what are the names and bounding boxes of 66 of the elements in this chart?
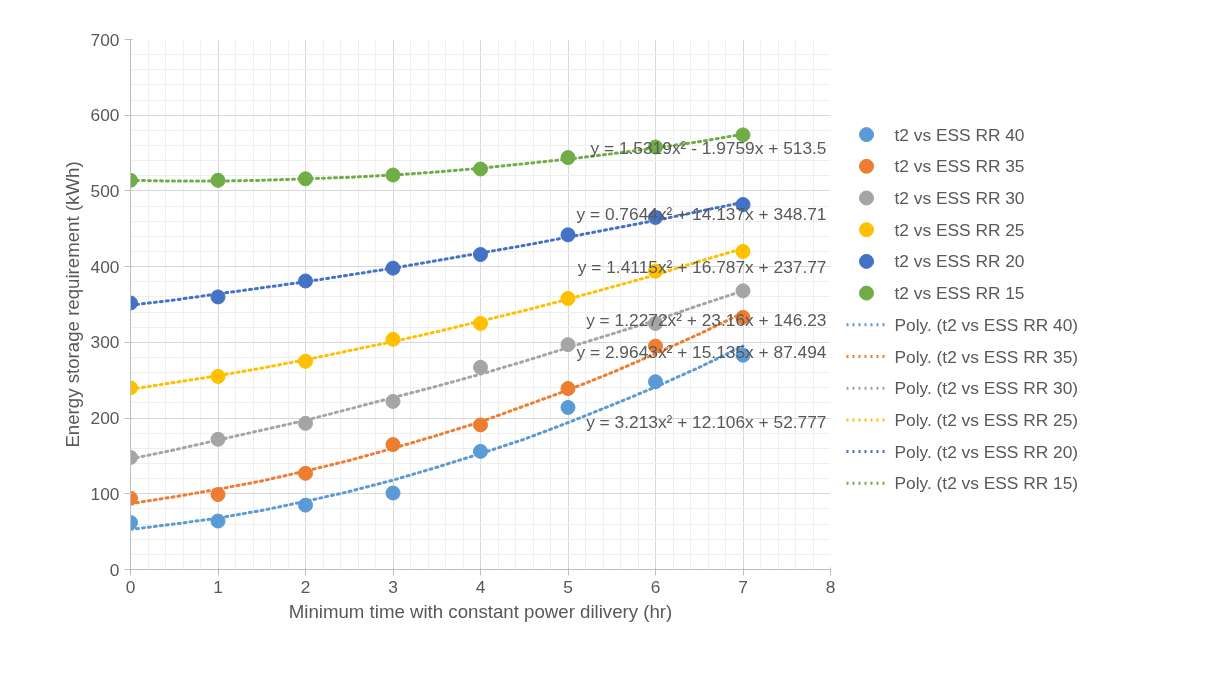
legend-label: t2 vs ESS RR 20 [894,251,1025,272]
point [210,289,226,305]
y-tick-label: 600 [90,105,120,126]
legend-label: Poly. (t2 vs ESS RR 25) [894,409,1079,430]
y-tick-label: 500 [90,180,120,201]
point [298,497,313,513]
y-axis-title: Energy storage requirement (kWh) [61,161,83,448]
legend-label: Poly. (t2 vs ESS RR 20) [894,441,1079,462]
x-tick-label: 3 [388,576,398,597]
x-tick-label: 2 [300,576,311,597]
x-tick-label: 4 [475,576,486,597]
point [735,244,751,259]
point [385,393,401,409]
point [385,331,401,347]
legend-label: Poly. (t2 vs ESS RR 15) [894,473,1079,494]
point [210,487,226,503]
x-tick-label: 6 [650,576,661,597]
point [560,290,576,306]
y-tick-label: 200 [90,408,120,429]
point [735,283,751,299]
point [210,431,226,447]
point [473,417,488,433]
point [385,167,401,183]
legend-label: Poly. (t2 vs ESS RR 30) [894,378,1079,399]
legend-label: Poly. (t2 vs ESS RR 35) [894,346,1079,367]
x-tick-label: 1 [213,576,223,597]
y-tick-label: 400 [90,256,120,277]
legend-label: t2 vs ESS RR 30 [894,188,1025,209]
legend-label: t2 vs ESS RR 35 [894,156,1025,177]
point [210,368,226,384]
point [298,353,313,369]
point [210,172,226,188]
legend-label: Poly. (t2 vs ESS RR 40) [894,314,1079,335]
y-tick-label: 700 [90,29,120,50]
point [735,127,751,143]
y-tick-label: 100 [90,483,120,504]
legend-label: t2 vs ESS RR 15 [894,283,1025,304]
x-tick-label: 0 [125,576,136,597]
point [473,247,488,263]
x-tick-label: 5 [563,576,573,597]
point [473,161,488,177]
point [210,513,226,529]
point [560,150,576,166]
point [473,315,488,331]
y-tick-label: 0 [109,559,120,580]
point [385,260,401,276]
point [385,485,401,501]
x-axis-title: Minimum time with constant power dilivery (hr) [288,600,673,622]
point [298,273,313,289]
point [560,337,576,353]
point [298,465,313,481]
point [298,415,313,431]
point [298,171,313,187]
legend-label: t2 vs ESS RR 40 [894,124,1025,145]
point [473,359,488,375]
point [560,399,576,415]
x-tick-label: 8 [825,576,836,597]
point [473,443,488,459]
point [560,227,576,243]
point [648,374,663,390]
x-tick-label: 7 [738,576,748,597]
annotation: y = 3.213x² + 12.106x + 52.777 [586,411,827,432]
legend-label: t2 vs ESS RR 25 [894,219,1025,240]
point [385,437,401,453]
point [560,381,576,397]
y-tick-label: 300 [90,332,120,353]
